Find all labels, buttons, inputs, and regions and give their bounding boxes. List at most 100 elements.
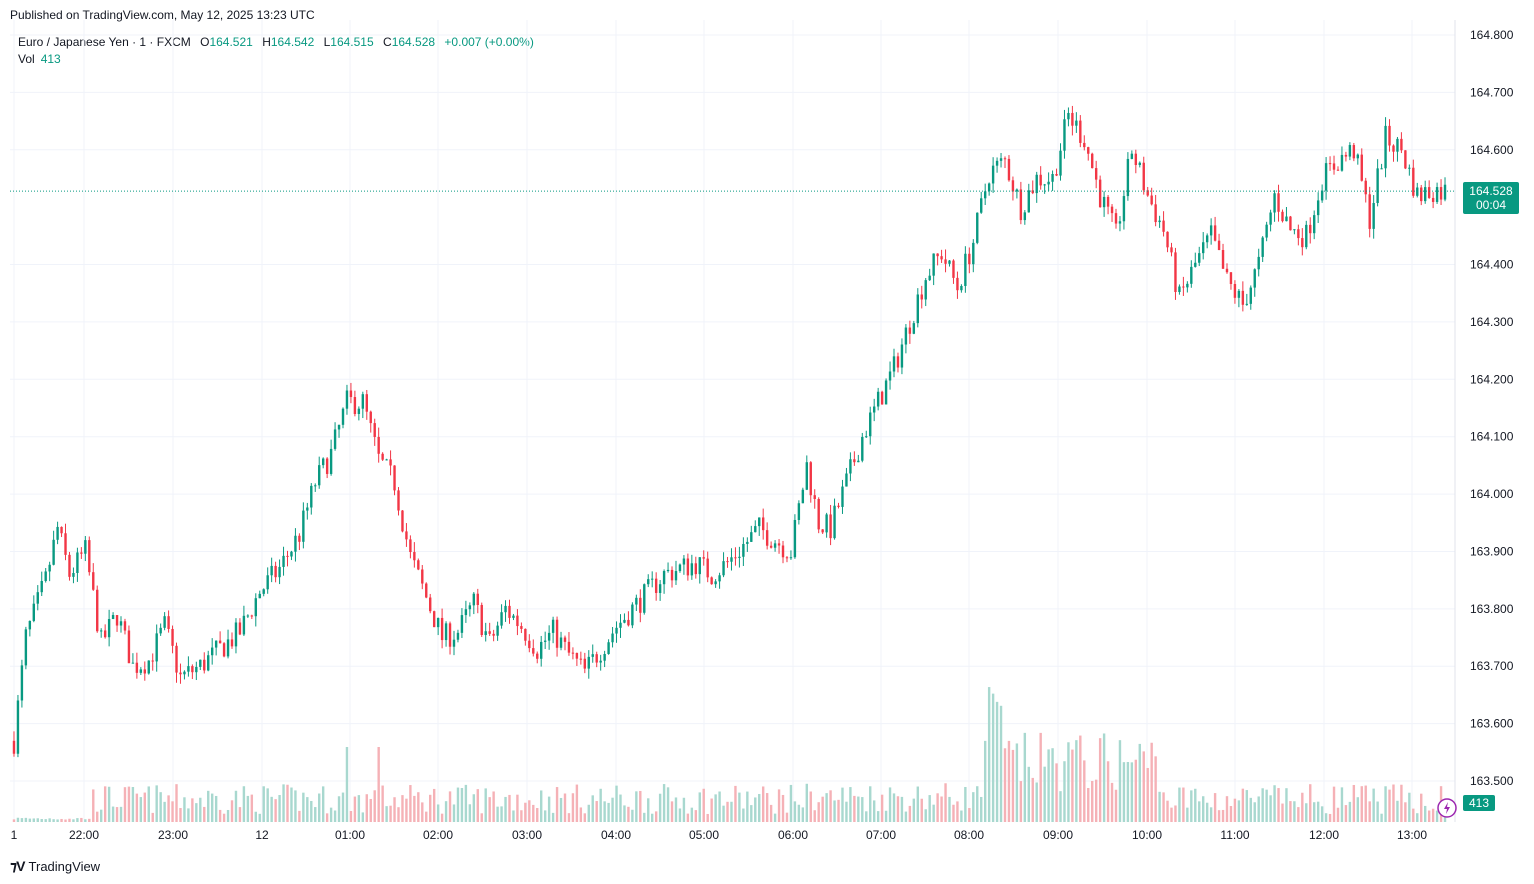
candle-body: [1039, 174, 1042, 186]
candle-body: [1249, 287, 1252, 304]
volume-bar: [1055, 763, 1058, 822]
candle-body: [44, 571, 47, 581]
time-tick-label: 07:00: [866, 828, 896, 842]
volume-bar: [706, 813, 709, 822]
volume-bar: [385, 806, 388, 822]
low-label: L: [323, 35, 331, 49]
volume-bar: [805, 783, 808, 822]
volume-bar: [781, 794, 785, 822]
volume-bar: [754, 797, 757, 822]
candle-body: [813, 495, 816, 500]
candle-body: [1400, 138, 1403, 151]
candle-body: [159, 627, 162, 634]
candle-body: [230, 639, 234, 647]
candle-body: [99, 630, 103, 632]
volume-bar: [131, 786, 135, 822]
candle-body: [1301, 238, 1304, 248]
candle-body: [1071, 112, 1074, 126]
candle-body: [92, 572, 95, 590]
candle-body: [1356, 154, 1360, 159]
candle-body: [512, 615, 515, 618]
candle-body: [932, 253, 935, 276]
candle-body: [425, 583, 428, 598]
candle-body: [551, 619, 555, 633]
candle-body: [1146, 190, 1149, 196]
volume-bar: [365, 794, 368, 822]
volume-bar: [1075, 740, 1078, 822]
volume-bar: [1134, 759, 1138, 822]
volume-bar: [773, 813, 777, 822]
candle-body: [1439, 187, 1443, 200]
candle-body: [837, 505, 840, 507]
volume-bar: [837, 799, 840, 822]
volume-bar: [333, 810, 337, 822]
volume-bar: [1237, 800, 1241, 822]
candle-body: [698, 557, 701, 575]
volume-bar: [191, 798, 194, 822]
tradingview-brand[interactable]: ⁊V TradingView: [10, 858, 100, 875]
symbol-title[interactable]: Euro / Japanese Yen · 1 · FXCM: [18, 35, 191, 49]
candle-body: [880, 391, 884, 405]
time-tick-label: 12:00: [1309, 828, 1339, 842]
candle-body: [1031, 190, 1034, 194]
candle-body: [849, 459, 852, 474]
volume-bar: [28, 818, 32, 822]
candle-body: [686, 558, 690, 576]
candle-body: [1348, 145, 1352, 157]
volume-bar: [940, 796, 943, 822]
candle-body: [738, 556, 741, 558]
volume-label[interactable]: Vol: [18, 52, 35, 66]
candle-body: [1289, 216, 1292, 231]
candle-body: [80, 552, 83, 554]
volume-bar: [928, 795, 931, 822]
candle-body: [777, 543, 781, 546]
volume-bar: [1241, 788, 1245, 822]
price-tick-label: 164.000: [1470, 487, 1514, 501]
candle-body: [187, 666, 190, 672]
lightning-icon[interactable]: [1437, 798, 1457, 818]
candle-body: [1309, 224, 1312, 234]
volume-bar: [591, 795, 594, 822]
candle-body: [1431, 197, 1435, 202]
volume-bar: [1198, 801, 1201, 822]
candle-body: [643, 584, 646, 613]
candle-body: [651, 578, 654, 580]
volume-badge-text: 413: [1469, 796, 1489, 810]
volume-bar: [429, 794, 432, 822]
candle-body: [1003, 158, 1007, 160]
candle-body: [218, 640, 222, 644]
volume-bar: [1146, 767, 1149, 822]
candle-body: [1420, 187, 1423, 202]
volume-bar: [286, 784, 289, 822]
time-axis: 1 22:00 23:00 12 01:00 02:00 03:00 04:00 05:00 06…: [11, 828, 1428, 842]
candle-body: [1380, 168, 1383, 170]
volume-bar: [1336, 807, 1340, 822]
candle-body: [56, 526, 59, 540]
volume-bar: [32, 818, 36, 822]
candle-body: [908, 327, 912, 334]
candle-body: [1257, 256, 1260, 270]
volume-bar: [111, 806, 115, 822]
candle-body: [944, 259, 947, 264]
volume-bar: [1408, 792, 1411, 822]
volume-bar: [726, 801, 729, 822]
candle-body: [714, 581, 717, 585]
candle-body: [1372, 203, 1375, 229]
candle-body: [1360, 154, 1363, 181]
candle-body: [492, 633, 495, 636]
volume-bar: [1178, 787, 1181, 822]
volume-bar: [524, 802, 527, 822]
volume-bar: [575, 784, 579, 822]
candle-body: [282, 555, 285, 567]
volume-bar: [999, 705, 1003, 822]
volume-bar: [452, 804, 456, 822]
candle-body: [1305, 224, 1308, 248]
candle-body: [980, 198, 983, 213]
candle-body: [1313, 215, 1316, 234]
candle-body: [1174, 252, 1177, 293]
candle-body: [1019, 189, 1023, 221]
volume-bar: [187, 808, 190, 822]
candle-body: [254, 598, 257, 617]
price-tick-label: 164.800: [1470, 28, 1514, 42]
